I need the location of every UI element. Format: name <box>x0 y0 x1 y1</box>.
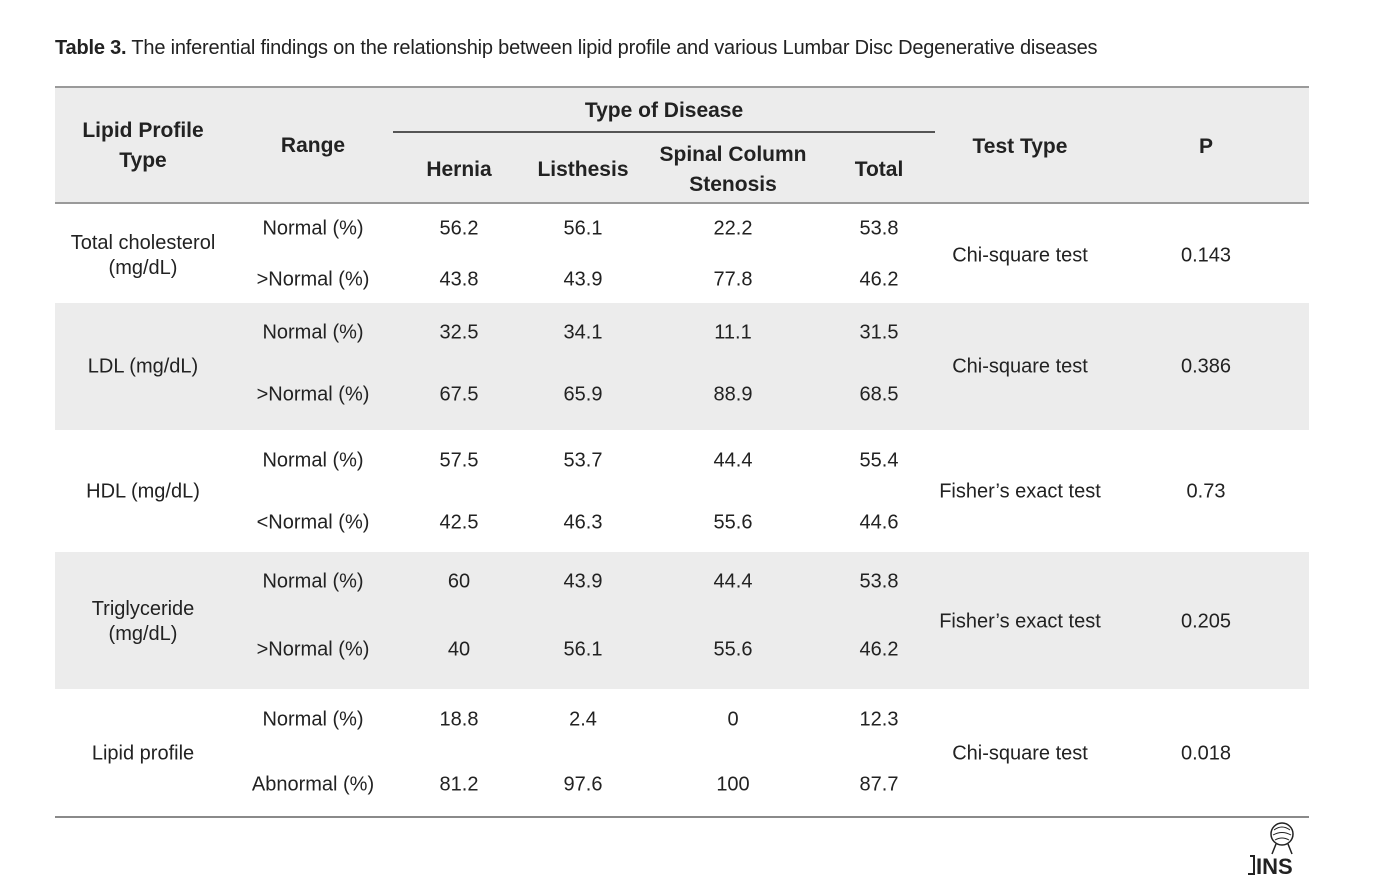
value-hernia: 67.5 <box>439 383 479 406</box>
value-listhesis: 56.1 <box>563 217 603 240</box>
range-normal: Normal (%) <box>262 321 364 344</box>
header-spinal-column-stenosis: Spinal Column Stenosis <box>659 143 807 196</box>
value-stenosis: 11.1 <box>714 321 752 344</box>
value-listhesis: 65.9 <box>563 383 603 406</box>
header-lipid-profile-type: Lipid Profile Type <box>82 119 204 172</box>
lipid-type: Lipid profile <box>91 742 195 765</box>
p-value: 0.018 <box>1180 742 1232 765</box>
header-hernia: Hernia <box>426 158 492 181</box>
journal-logo-icon: INS <box>1248 822 1294 878</box>
value-listhesis: 43.9 <box>563 268 603 291</box>
caption-text: The inferential findings on the relation… <box>126 37 1098 59</box>
header-listhesis: Listhesis <box>537 158 629 181</box>
table-header: Lipid Profile Type Range Type of Disease… <box>55 88 1309 204</box>
range-abnormal: Abnormal (%) <box>251 773 375 796</box>
header-group-rule <box>393 131 935 133</box>
range-below-normal: <Normal (%) <box>256 511 370 534</box>
value-stenosis: 44.4 <box>713 570 753 593</box>
table-bottom-rule <box>55 816 1309 818</box>
test-type: Chi-square test <box>952 244 1088 267</box>
value-hernia: 57.5 <box>439 449 479 472</box>
lipid-type: Triglyceride (mg/dL) <box>91 598 195 645</box>
test-type: Fisher’s exact test <box>939 610 1101 633</box>
row-group-ldl: LDL (mg/dL) Normal (%) 32.5 34.1 11.1 31… <box>55 303 1309 430</box>
value-listhesis: 43.9 <box>563 570 603 593</box>
range-above-normal: >Normal (%) <box>256 638 370 661</box>
value-listhesis: 56.1 <box>563 638 603 661</box>
p-value: 0.143 <box>1180 244 1232 267</box>
header-p: P <box>1198 135 1213 158</box>
value-stenosis: 44.4 <box>713 449 753 472</box>
lipid-type: HDL (mg/dL) <box>86 480 200 503</box>
value-hernia: 32.5 <box>439 321 479 344</box>
value-listhesis: 97.6 <box>563 773 603 796</box>
value-total: 46.2 <box>859 638 899 661</box>
value-total: 53.8 <box>859 570 899 593</box>
value-total: 12.3 <box>859 708 899 731</box>
value-total: 55.4 <box>859 449 899 472</box>
value-listhesis: 34.1 <box>563 321 603 344</box>
value-stenosis: 77.8 <box>713 268 753 291</box>
range-normal: Normal (%) <box>262 217 364 240</box>
value-hernia: 42.5 <box>439 511 479 534</box>
p-value: 0.205 <box>1180 610 1232 633</box>
logo-text: INS <box>1256 854 1293 878</box>
lipid-profile-table: Lipid Profile Type Range Type of Disease… <box>55 86 1309 818</box>
value-hernia: 43.8 <box>439 268 479 291</box>
value-hernia: 18.8 <box>439 708 479 731</box>
range-normal: Normal (%) <box>262 570 364 593</box>
table-caption: Table 3. The inferential findings on the… <box>55 37 1098 60</box>
value-listhesis: 53.7 <box>563 449 603 472</box>
header-test-type: Test Type <box>972 135 1068 158</box>
value-total: 53.8 <box>859 217 899 240</box>
row-group-lipid-profile: Lipid profile Normal (%) 18.8 2.4 0 12.3… <box>55 689 1309 816</box>
test-type: Chi-square test <box>952 355 1088 378</box>
value-hernia: 81.2 <box>439 773 479 796</box>
value-stenosis: 0 <box>727 708 739 731</box>
value-total: 87.7 <box>859 773 899 796</box>
range-normal: Normal (%) <box>262 449 364 472</box>
lipid-type: Total cholesterol (mg/dL) <box>70 232 216 279</box>
test-type: Fisher’s exact test <box>939 480 1101 503</box>
value-stenosis: 100 <box>716 773 750 796</box>
value-stenosis: 55.6 <box>713 638 753 661</box>
value-hernia: 60 <box>447 570 471 593</box>
value-hernia: 40 <box>447 638 471 661</box>
value-total: 46.2 <box>859 268 899 291</box>
value-total: 31.5 <box>859 321 899 344</box>
value-stenosis: 55.6 <box>713 511 753 534</box>
value-listhesis: 46.3 <box>563 511 603 534</box>
header-type-of-disease: Type of Disease <box>584 99 744 122</box>
p-value: 0.73 <box>1186 480 1226 503</box>
header-total: Total <box>854 158 904 181</box>
range-above-normal: >Normal (%) <box>256 383 370 406</box>
p-value: 0.386 <box>1180 355 1232 378</box>
value-stenosis: 22.2 <box>713 217 753 240</box>
range-above-normal: >Normal (%) <box>256 268 370 291</box>
row-group-hdl: HDL (mg/dL) Normal (%) 57.5 53.7 44.4 55… <box>55 430 1309 552</box>
row-group-total-cholesterol: Total cholesterol (mg/dL) Normal (%) 56.… <box>55 204 1309 303</box>
row-group-triglyceride: Triglyceride (mg/dL) Normal (%) 60 43.9 … <box>55 552 1309 689</box>
value-stenosis: 88.9 <box>713 383 753 406</box>
value-total: 68.5 <box>859 383 899 406</box>
lipid-type: LDL (mg/dL) <box>87 355 199 378</box>
caption-label: Table 3. <box>55 37 127 59</box>
value-total: 44.6 <box>859 511 899 534</box>
header-range: Range <box>280 134 346 157</box>
range-normal: Normal (%) <box>262 708 364 731</box>
value-listhesis: 2.4 <box>569 708 597 731</box>
test-type: Chi-square test <box>952 742 1088 765</box>
value-hernia: 56.2 <box>439 217 479 240</box>
